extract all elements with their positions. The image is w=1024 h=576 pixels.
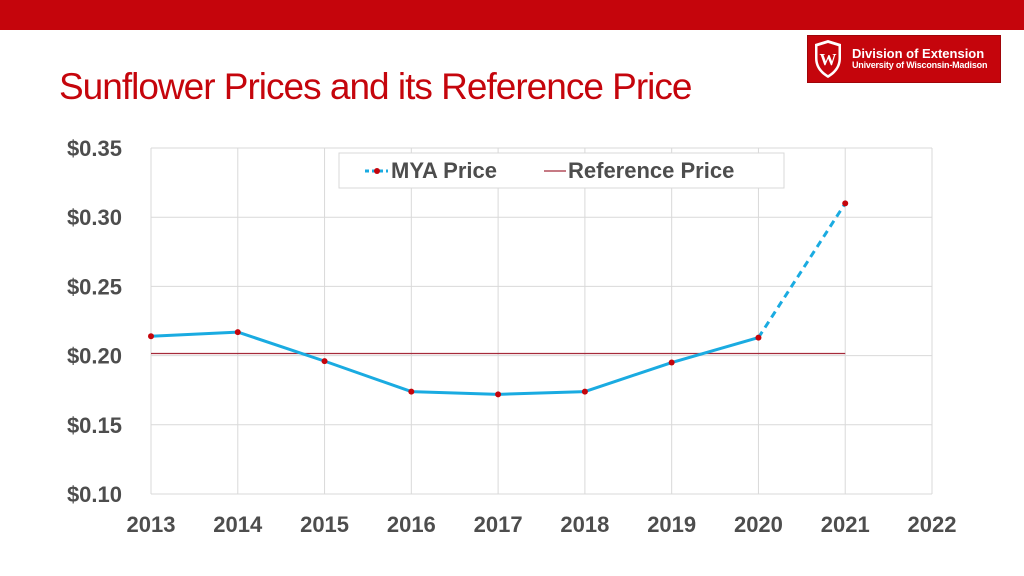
- x-tick-label: 2018: [560, 512, 609, 537]
- legend-reference-label: Reference Price: [568, 158, 734, 183]
- mya-price-point: [495, 391, 502, 398]
- mya-price-point: [408, 388, 415, 395]
- logo-division-text: Division of Extension: [852, 45, 985, 61]
- x-tick-label: 2014: [213, 512, 263, 537]
- logo-university-text: University of Wisconsin-Madison: [852, 60, 988, 71]
- y-tick-label: $0.25: [67, 274, 122, 299]
- y-axis-ticks: $0.35 $0.30 $0.25 $0.20 $0.15 $0.10: [67, 136, 122, 507]
- legend-mya-marker: [374, 168, 380, 174]
- top-accent-bar: [0, 0, 1024, 30]
- mya-price-point: [755, 334, 762, 341]
- x-axis-ticks: 2013 2014 2015 2016 2017 2018 2019 2020 2021 2022: [127, 512, 957, 537]
- mya-price-point: [321, 358, 328, 365]
- x-tick-label: 2019: [647, 512, 696, 537]
- logo-text: Division of Extension University of Wisc…: [852, 45, 988, 71]
- mya-price-point: [148, 333, 154, 340]
- x-tick-label: 2016: [387, 512, 436, 537]
- mya-price-point: [668, 359, 675, 366]
- x-tick-label: 2020: [734, 512, 783, 537]
- chart-grid: [150, 147, 933, 495]
- uw-extension-logo: W Division of Extension University of Wi…: [807, 35, 1001, 83]
- chart-legend: MYA Price Reference Price: [338, 152, 785, 189]
- uw-crest-icon: W: [815, 40, 841, 78]
- mya-price-line: [150, 330, 759, 396]
- y-tick-label: $0.30: [67, 205, 122, 230]
- mya-price-point: [234, 329, 241, 336]
- page-title: Sunflower Prices and its Reference Price: [59, 66, 692, 107]
- y-tick-label: $0.10: [67, 482, 122, 507]
- x-tick-label: 2013: [127, 512, 176, 537]
- crest-letter: W: [820, 50, 837, 69]
- legend-mya-label: MYA Price: [391, 158, 497, 183]
- x-tick-label: 2017: [474, 512, 523, 537]
- y-tick-label: $0.15: [67, 413, 122, 438]
- mya-price-point: [842, 200, 849, 207]
- x-tick-label: 2021: [821, 512, 870, 537]
- chart-series: [148, 200, 849, 398]
- y-tick-label: $0.20: [67, 344, 122, 369]
- x-tick-label: 2015: [300, 512, 349, 537]
- y-tick-label: $0.35: [67, 136, 122, 161]
- mya-price-projection-line: [757, 202, 847, 339]
- x-tick-label: 2022: [908, 512, 957, 537]
- mya-price-point: [581, 388, 588, 395]
